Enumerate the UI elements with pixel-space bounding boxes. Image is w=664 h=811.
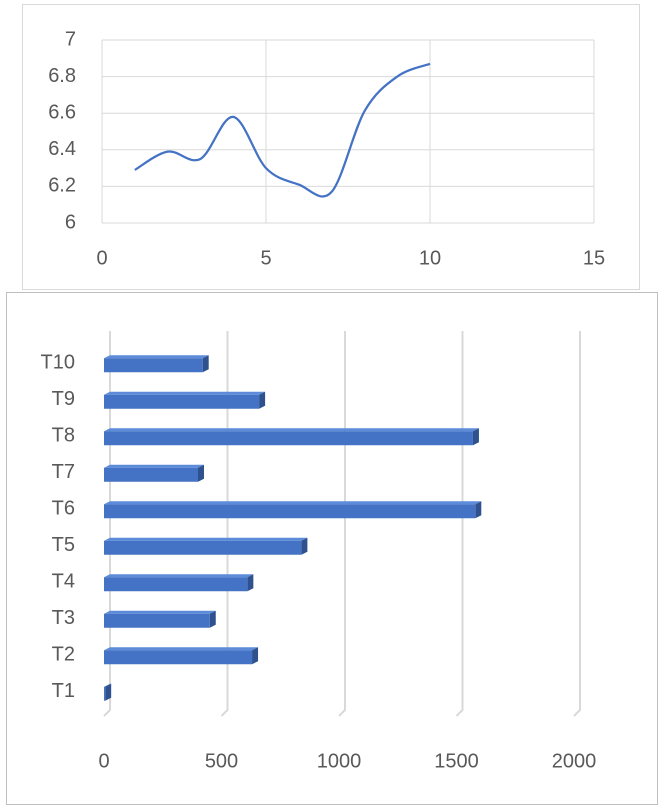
bar <box>104 650 252 664</box>
x-tick-label: 0 <box>98 750 109 772</box>
category-label: T1 <box>52 680 75 702</box>
category-label: T2 <box>52 644 75 666</box>
bar <box>104 687 105 701</box>
x-tick-label: 1000 <box>317 750 362 772</box>
x-tick-label: 15 <box>583 247 605 269</box>
y-tick-label: 6 <box>65 211 76 233</box>
category-label: T8 <box>52 425 75 447</box>
bar-top-face <box>104 428 479 431</box>
bar <box>104 395 259 409</box>
bar <box>104 614 210 628</box>
y-tick-label: 6.2 <box>48 175 76 197</box>
x-tick-label: 0 <box>96 247 107 269</box>
bar-top-face <box>104 355 209 358</box>
y-tick-label: 7 <box>65 28 76 50</box>
bar-top-face <box>104 574 253 577</box>
bar-top-face <box>104 501 481 504</box>
x-tick-label: 5 <box>260 247 271 269</box>
bar <box>104 468 198 482</box>
category-label: T9 <box>52 388 75 410</box>
x-tick-label: 1500 <box>434 750 479 772</box>
bar-top-face <box>104 647 258 650</box>
category-label: T3 <box>52 607 75 629</box>
x-gridline <box>457 331 463 716</box>
bar-chart-panel: 0 500 1000 1500 2000 T1 T2 T3 T4 T5 T6 T7 T8 T9 T10 <box>6 292 658 805</box>
bar-top-face <box>104 465 204 468</box>
bar-chart: 0 500 1000 1500 2000 T1 T2 T3 T4 T5 T6 T7 T8 T9 T10 <box>7 293 659 806</box>
bar <box>104 541 301 555</box>
bar <box>104 358 203 372</box>
y-tick-label: 6.8 <box>48 65 76 87</box>
x-gridline <box>339 331 345 716</box>
bar-top-face <box>104 611 216 614</box>
category-label: T10 <box>41 352 75 374</box>
x-tick-label: 10 <box>419 247 441 269</box>
line-chart-panel: 6 6.2 6.4 6.6 6.8 7 0 5 10 15 <box>22 4 640 290</box>
y-tick-label: 6.4 <box>48 138 76 160</box>
category-label: T6 <box>52 498 75 520</box>
x-tick-label: 2000 <box>552 750 597 772</box>
bar <box>104 577 247 591</box>
line-chart: 6 6.2 6.4 6.6 6.8 7 0 5 10 15 <box>23 5 641 291</box>
category-label: T5 <box>52 534 75 556</box>
x-tick-label: 500 <box>205 750 238 772</box>
bar <box>104 431 473 445</box>
category-label: T4 <box>52 571 75 593</box>
y-tick-label: 6.6 <box>48 101 76 123</box>
series-line <box>135 64 430 197</box>
bar-top-face <box>104 538 307 541</box>
category-label: T7 <box>52 461 75 483</box>
bar-top-face <box>104 392 265 395</box>
bar <box>104 504 475 518</box>
x-gridline <box>574 331 580 716</box>
